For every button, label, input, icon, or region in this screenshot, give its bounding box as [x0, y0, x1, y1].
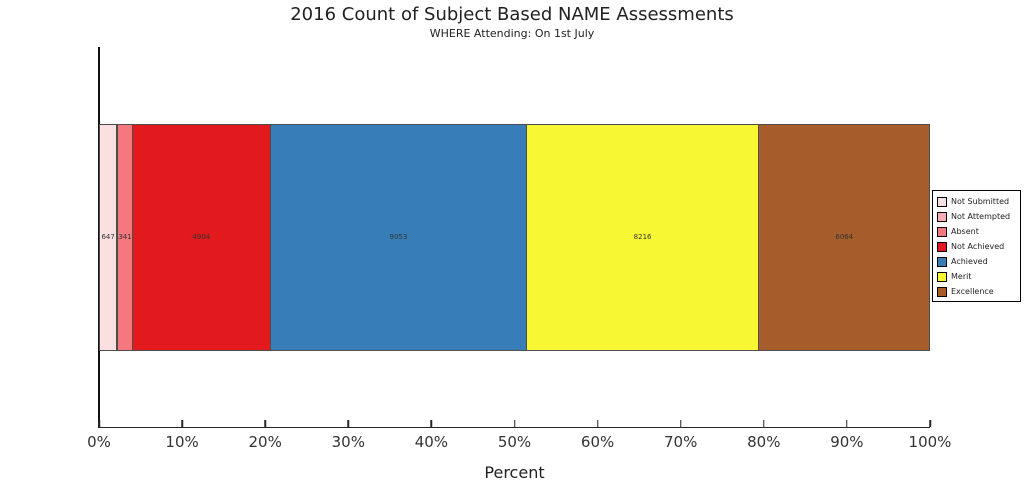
plot-area: 647 341 4904 9053 8216 6064 0% 10% 20% 30% 40% 50%… — [87, 47, 951, 482]
x-tick — [846, 420, 848, 427]
segment-value-label: 647 — [101, 233, 115, 241]
x-tick-label: 70% — [664, 433, 698, 451]
legend-swatch-icon — [937, 271, 947, 282]
chart-subtitle: WHERE Attending: On 1st July — [429, 27, 595, 40]
x-tick-label: 0% — [87, 433, 111, 451]
x-tick-label: 30% — [331, 433, 365, 451]
legend-label: Excellence — [951, 286, 994, 296]
legend-label: Achieved — [951, 256, 988, 266]
x-axis-label: Percent — [484, 463, 545, 482]
x-tick-label: 80% — [747, 433, 781, 451]
legend-swatch-icon — [937, 256, 947, 267]
legend-item-not-achieved: Not Achieved — [933, 239, 1020, 254]
legend-swatch-icon — [937, 241, 947, 252]
x-tick — [596, 420, 599, 427]
stacked-bar: 647 341 4904 9053 8216 6064 — [99, 124, 931, 351]
x-tick — [264, 420, 266, 427]
legend-swatch-icon — [937, 211, 947, 222]
x-tick — [98, 420, 100, 427]
legend-label: Not Submitted — [951, 196, 1010, 206]
legend-item-merit: Merit — [933, 269, 1020, 284]
segment-value-label: 6064 — [835, 233, 854, 241]
bar-segment-merit: 8216 — [525, 124, 760, 351]
legend-label: Merit — [951, 271, 972, 281]
legend-label: Absent — [951, 226, 979, 236]
x-tick-label: 90% — [830, 433, 864, 451]
legend-swatch-icon — [937, 226, 947, 237]
legend-item-achieved: Achieved — [933, 254, 1020, 269]
bar-segment-not-achieved: 4904 — [131, 124, 271, 351]
bar-segment-not-submitted: 647 — [99, 124, 118, 351]
x-tick — [181, 420, 183, 427]
legend-item-absent: Absent — [933, 224, 1020, 239]
x-tick — [347, 420, 350, 427]
x-tick-label: 40% — [414, 433, 449, 451]
x-tick-label: 100% — [908, 433, 952, 451]
legend: Not Submitted Not Attempted Absent Not Achi… — [932, 190, 1021, 302]
bar-segment-absent: 341 — [117, 124, 133, 351]
x-tick — [763, 420, 765, 427]
x-axis-line — [98, 426, 930, 428]
x-tick-label: 10% — [165, 433, 199, 451]
legend-swatch-icon — [937, 286, 947, 297]
x-tick — [430, 420, 433, 427]
legend-label: Not Achieved — [951, 241, 1005, 251]
bar-segment-achieved: 9053 — [269, 124, 527, 351]
bar-segment-excellence: 6064 — [758, 124, 931, 351]
segment-value-label: 9053 — [389, 233, 408, 241]
segment-value-label: 4904 — [192, 233, 211, 241]
legend-item-not-submitted: Not Submitted — [933, 194, 1020, 209]
chart-title: 2016 Count of Subject Based NAME Assessm… — [290, 4, 734, 25]
legend-item-not-attempted: Not Attempted — [933, 209, 1020, 224]
y-axis-line — [98, 47, 100, 428]
legend-item-excellence: Excellence — [933, 284, 1020, 299]
x-tick-label: 60% — [580, 433, 615, 451]
x-tick-label: 50% — [497, 433, 532, 451]
x-tick — [679, 420, 682, 427]
x-tick — [513, 420, 516, 427]
segment-value-label: 8216 — [633, 233, 652, 241]
legend-swatch-icon — [937, 196, 947, 207]
x-tick — [929, 420, 931, 427]
segment-value-label: 341 — [118, 233, 132, 241]
legend-label: Not Attempted — [951, 211, 1011, 221]
x-tick-label: 20% — [248, 433, 282, 451]
